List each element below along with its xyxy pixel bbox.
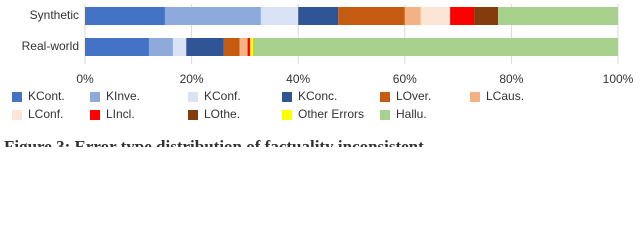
bar-segment xyxy=(420,7,451,25)
bar-segment xyxy=(239,38,248,56)
bar-segment xyxy=(474,7,499,25)
bar-segment xyxy=(298,7,339,25)
x-tick-label: 20% xyxy=(180,72,204,86)
chart: 0% 20% 40% 60% 80% 100% Synthetic Real-world KCo… xyxy=(4,4,634,147)
legend-swatch xyxy=(282,92,292,102)
legend-label: KInve. xyxy=(106,89,140,103)
legend-label: LOthe. xyxy=(204,107,240,121)
x-tick-label: 40% xyxy=(286,72,310,86)
legend-swatch xyxy=(188,92,198,102)
legend-label: LOver. xyxy=(396,89,431,103)
legend-label: LCaus. xyxy=(486,89,524,103)
bar-segment xyxy=(252,38,618,56)
bar-segment xyxy=(223,38,240,56)
bar-segment xyxy=(260,7,299,25)
bar-segment xyxy=(186,38,224,56)
legend-swatch xyxy=(188,110,198,120)
legend-swatch xyxy=(470,92,480,102)
bar-segment xyxy=(164,7,261,25)
bar-segment xyxy=(247,38,251,56)
legend-swatch xyxy=(12,110,22,120)
x-tick-label: 60% xyxy=(393,72,417,86)
bar-segment xyxy=(498,7,618,25)
x-tick-label: 80% xyxy=(499,72,523,86)
caption: Figure 3: Error type distribution of fac… xyxy=(4,137,424,147)
y-tick-label: Synthetic xyxy=(30,8,79,22)
bar-segment xyxy=(148,38,173,56)
legend-swatch xyxy=(90,92,100,102)
bar-segment xyxy=(85,7,165,25)
legend-swatch xyxy=(90,110,100,120)
x-tick-label: 100% xyxy=(603,72,634,86)
legend-label: KConf. xyxy=(204,89,241,103)
legend-label: LIncl. xyxy=(106,107,135,121)
bar-segment xyxy=(85,38,149,56)
legend-swatch xyxy=(380,110,390,120)
legend-label: KConc. xyxy=(298,89,337,103)
legend-swatch xyxy=(380,92,390,102)
bar-segment xyxy=(250,38,253,56)
page: 0% 20% 40% 60% 80% 100% Synthetic Real-world KCo… xyxy=(4,4,634,147)
legend-swatch xyxy=(12,92,22,102)
legend-label: LConf. xyxy=(28,107,63,121)
bar-segment xyxy=(450,7,475,25)
legend-swatch xyxy=(282,110,292,120)
bar-segment xyxy=(404,7,421,25)
legend-label: Other Errors xyxy=(298,107,364,121)
x-tick-label: 0% xyxy=(76,72,94,86)
y-tick-label: Real-world xyxy=(22,39,79,53)
bar-segment xyxy=(172,38,187,56)
legend-label: Hallu. xyxy=(396,107,427,121)
bar-segment xyxy=(338,7,405,25)
legend-label: KCont. xyxy=(28,89,65,103)
